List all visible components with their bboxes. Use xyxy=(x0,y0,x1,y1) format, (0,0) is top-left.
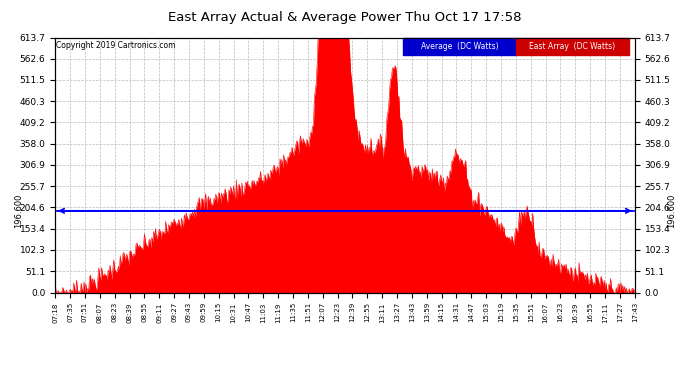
Text: 196.600: 196.600 xyxy=(667,194,676,228)
Text: East Array Actual & Average Power Thu Oct 17 17:58: East Array Actual & Average Power Thu Oc… xyxy=(168,11,522,24)
Text: 196.600: 196.600 xyxy=(14,194,23,228)
Text: Copyright 2019 Cartronics.com: Copyright 2019 Cartronics.com xyxy=(57,41,176,50)
